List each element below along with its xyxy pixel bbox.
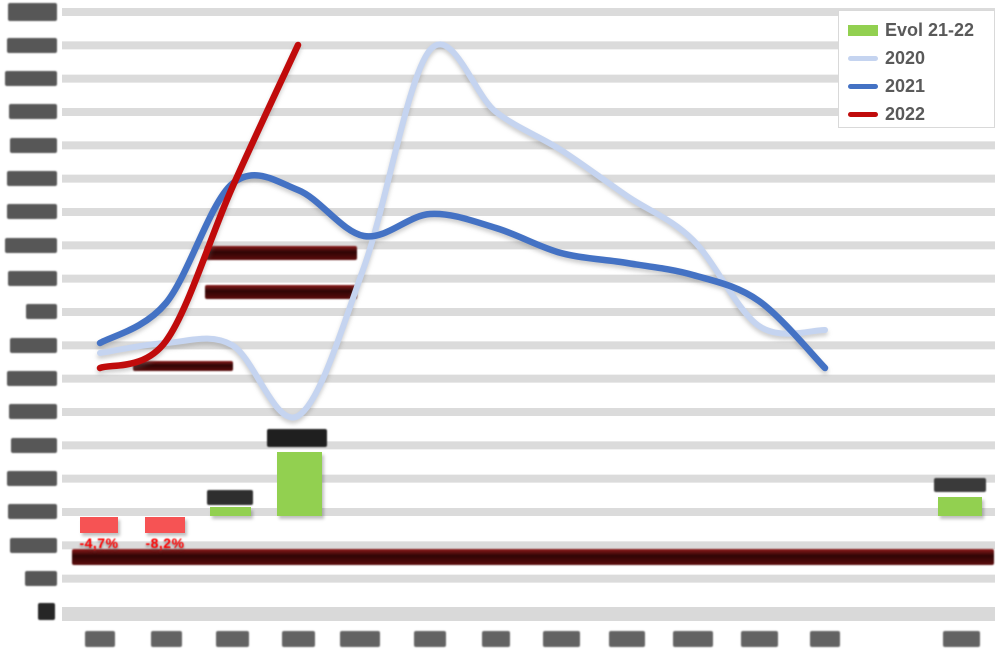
bar-value-label: -4,7% [79, 535, 119, 551]
x-axis-label-redacted [215, 631, 249, 647]
y-axis-label-redacted [26, 304, 57, 320]
bar-2 [210, 507, 251, 516]
redacted-strip [72, 549, 994, 565]
legend-item-2020: 2020 [848, 44, 994, 72]
bar-1 [145, 517, 185, 533]
legend: Evol 21-22 2020 2021 2022 [838, 10, 995, 128]
x-axis-label-redacted [542, 631, 580, 647]
x-axis-label-redacted [740, 631, 778, 647]
x-axis-label-redacted [810, 631, 840, 647]
y-axis-label-redacted [8, 504, 57, 520]
y-axis-label-redacted [7, 471, 57, 487]
bar-data-label-redacted [934, 478, 986, 492]
x-axis-label-redacted [942, 631, 980, 647]
legend-item-evol-21-22: Evol 21-22 [848, 16, 994, 44]
y-axis-label-redacted [10, 137, 57, 153]
legend-swatch-bar-icon [848, 24, 878, 36]
y-axis-label-redacted [8, 271, 57, 287]
bar-data-label-redacted [267, 429, 327, 447]
legend-item-2021: 2021 [848, 72, 994, 100]
x-axis-label-redacted [340, 631, 380, 647]
x-axis-label-redacted [281, 631, 315, 647]
x-axis-label-redacted [673, 631, 713, 647]
bar-12 [938, 497, 982, 516]
y-axis-label-redacted [11, 437, 57, 453]
legend-swatch-line-icon [848, 111, 878, 117]
bar-data-label-redacted [207, 490, 253, 505]
y-axis-label-redacted [10, 537, 57, 553]
y-axis-label-redacted [5, 71, 57, 87]
legend-label: 2022 [885, 104, 926, 124]
legend-item-2022: 2022 [848, 100, 994, 128]
bar-0 [80, 517, 118, 533]
x-axis-label-redacted [414, 631, 446, 647]
y-axis-origin-label-redacted [38, 603, 55, 620]
legend-swatch-line-icon [848, 83, 878, 89]
y-axis-label-redacted [5, 237, 57, 253]
y-axis-label-redacted [25, 571, 57, 587]
x-axis-label-redacted [85, 631, 115, 647]
legend-label: 2021 [885, 76, 926, 96]
y-axis-label-redacted [7, 37, 57, 53]
legend-label: 2020 [885, 48, 926, 68]
x-axis-label-redacted [609, 631, 645, 647]
x-axis-label-redacted [482, 631, 510, 647]
legend-swatch-line-icon [848, 55, 878, 61]
y-axis-label-redacted [7, 171, 57, 187]
x-axis-label-redacted [150, 631, 182, 647]
y-axis-label-redacted [10, 337, 57, 353]
y-axis-label-redacted [9, 404, 57, 420]
legend-label: Evol 21-22 [885, 20, 975, 40]
bar-3 [277, 452, 322, 516]
y-axis-label-redacted [7, 204, 57, 220]
bar-value-label: -8,2% [145, 535, 185, 551]
y-axis-label-redacted [9, 104, 57, 120]
y-axis-label-redacted [8, 3, 57, 21]
y-axis-label-redacted [7, 371, 57, 387]
